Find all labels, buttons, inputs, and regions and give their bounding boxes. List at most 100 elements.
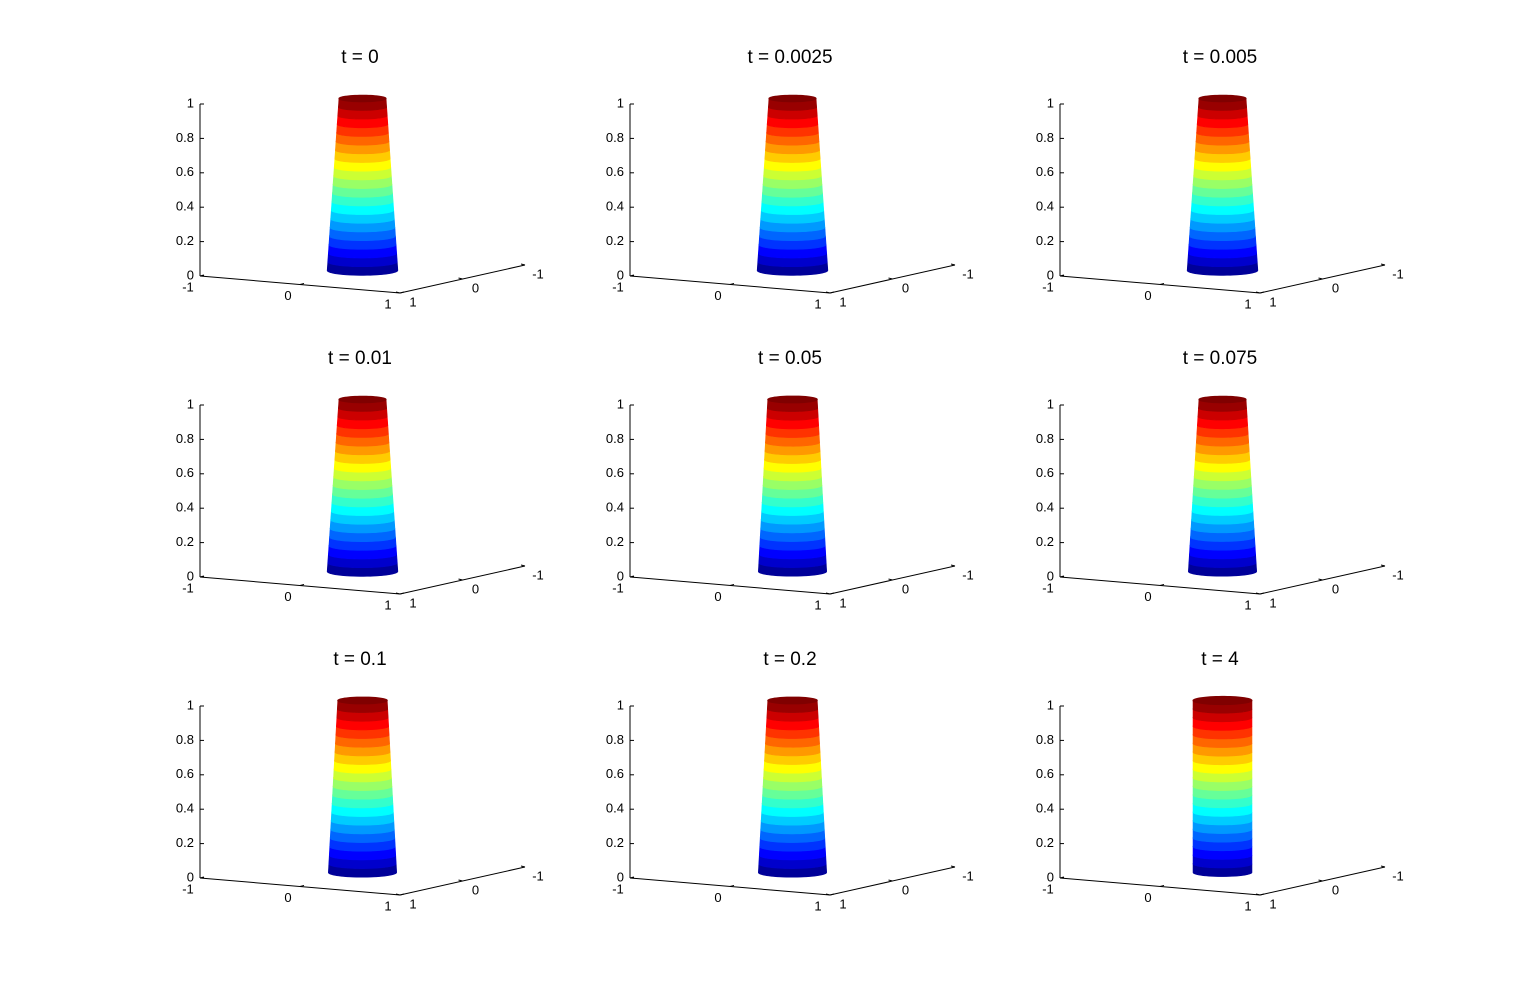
x-tick-label: 0 — [284, 890, 291, 905]
z-tick-label: 0.6 — [176, 465, 194, 480]
x-tick-label: 1 — [384, 898, 391, 913]
x-tick — [1259, 592, 1265, 595]
y-tick — [458, 879, 463, 882]
x-tick-label: 1 — [814, 597, 821, 612]
y-tick-label: 0 — [472, 581, 479, 596]
z-tick-label: 1 — [187, 95, 194, 110]
x-tick-label: -1 — [182, 881, 194, 896]
y-tick — [1255, 893, 1261, 896]
y-tick — [950, 263, 956, 266]
x-tick-label: 0 — [284, 589, 291, 604]
x-tick-label: 1 — [814, 296, 821, 311]
y-tick-label: 1 — [1269, 896, 1276, 911]
y-tick — [1255, 592, 1261, 595]
y-tick-label: -1 — [1392, 567, 1404, 582]
x-tick-label: -1 — [182, 279, 194, 294]
y-tick-label: 0 — [1332, 581, 1339, 596]
y-tick — [888, 578, 893, 581]
x-tick-label: 1 — [1244, 898, 1251, 913]
surface-top — [338, 395, 387, 404]
z-tick-label: 0.8 — [606, 732, 624, 747]
y-tick-label: -1 — [962, 567, 974, 582]
z-tick-label: 0.2 — [176, 534, 194, 549]
y-tick-label: 0 — [1332, 882, 1339, 897]
z-tick-label: 0 — [1047, 267, 1054, 282]
z-tick-label: 0.8 — [1036, 732, 1054, 747]
z-tick-label: 0.6 — [606, 164, 624, 179]
x-tick — [729, 885, 735, 887]
x-tick-label: -1 — [1042, 580, 1054, 595]
x-tick — [829, 592, 835, 595]
z-tick-label: 0.4 — [606, 199, 624, 214]
y-tick-label: 0 — [1332, 280, 1339, 295]
z-tick-label: 0.4 — [1036, 500, 1054, 515]
z-tick-label: 0.6 — [176, 766, 194, 781]
x-tick-label: 0 — [714, 890, 721, 905]
x-tick-label: -1 — [612, 279, 624, 294]
z-tick-label: 0 — [617, 869, 624, 884]
surface-top — [767, 395, 818, 404]
y-tick-label: 1 — [409, 595, 416, 610]
z-tick-label: 0.2 — [606, 534, 624, 549]
z-tick-label: 0.8 — [176, 732, 194, 747]
y-tick — [395, 893, 401, 896]
y-tick-label: 1 — [839, 595, 846, 610]
z-tick-label: 0 — [187, 267, 194, 282]
subplot-title: t = 0.0025 — [747, 47, 832, 68]
y-tick-label: -1 — [962, 266, 974, 281]
y-tick — [950, 564, 956, 567]
y-tick — [1380, 263, 1386, 266]
y-tick-label: 1 — [1269, 595, 1276, 610]
subplot-title: t = 0.05 — [758, 348, 822, 369]
z-tick-label: 0.2 — [1036, 534, 1054, 549]
x-tick-label: 0 — [1144, 890, 1151, 905]
y-tick — [825, 291, 831, 294]
x-tick — [299, 885, 305, 887]
z-tick-label: 0 — [1047, 568, 1054, 583]
subplot-title: t = 0.01 — [328, 348, 392, 369]
x-tick-label: 1 — [1244, 296, 1251, 311]
y-tick-label: 1 — [409, 896, 416, 911]
y-tick-label: -1 — [1392, 266, 1404, 281]
surface-top — [768, 94, 817, 103]
z-tick-label: 0.6 — [1036, 766, 1054, 781]
x-tick — [399, 893, 405, 896]
z-tick-label: 0.6 — [1036, 164, 1054, 179]
x-tick — [1159, 283, 1165, 285]
x-tick — [399, 592, 405, 595]
z-tick-label: 0 — [617, 568, 624, 583]
y-tick-label: 0 — [902, 882, 909, 897]
y-tick-label: 1 — [839, 896, 846, 911]
z-tick-label: 0 — [617, 267, 624, 282]
x-tick-label: -1 — [1042, 881, 1054, 896]
x-tick-label: 1 — [814, 898, 821, 913]
z-tick-label: 0 — [1047, 869, 1054, 884]
x-tick-label: -1 — [612, 881, 624, 896]
x-tick — [399, 291, 405, 294]
x-tick-label: -1 — [612, 580, 624, 595]
z-tick-label: 0.2 — [606, 835, 624, 850]
x-tick-label: -1 — [1042, 279, 1054, 294]
x-tick — [1159, 584, 1165, 586]
z-tick-label: 0.4 — [606, 801, 624, 816]
z-tick-label: 0.8 — [176, 431, 194, 446]
x-tick — [1259, 893, 1265, 896]
z-tick-label: 0.4 — [1036, 801, 1054, 816]
x-tick-label: 0 — [714, 589, 721, 604]
z-tick-label: 0.8 — [1036, 431, 1054, 446]
x-tick-label: 1 — [1244, 597, 1251, 612]
subplot-title: t = 0.005 — [1183, 47, 1257, 68]
z-tick-label: 0.8 — [1036, 130, 1054, 145]
y-tick — [825, 893, 831, 896]
z-tick-label: 0.4 — [176, 500, 194, 515]
subplot-title: t = 0.1 — [333, 649, 386, 670]
x-tick-label: 0 — [714, 288, 721, 303]
z-tick-label: 0.4 — [176, 199, 194, 214]
z-tick-label: 0.6 — [176, 164, 194, 179]
x-tick — [729, 283, 735, 285]
y-tick-label: 0 — [472, 882, 479, 897]
z-tick-label: 0.4 — [606, 500, 624, 515]
z-tick-label: 1 — [1047, 95, 1054, 110]
z-tick-label: 0.8 — [606, 130, 624, 145]
y-tick — [520, 263, 526, 266]
